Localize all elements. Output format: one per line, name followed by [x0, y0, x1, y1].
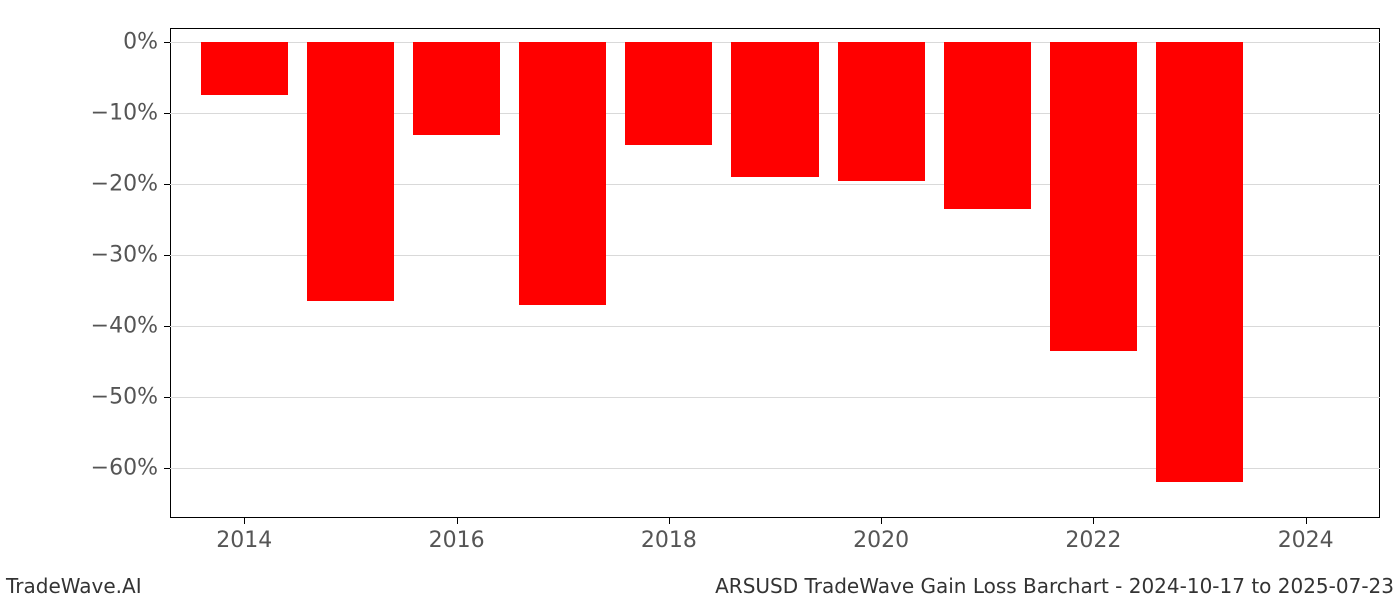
bar [413, 42, 500, 134]
ytick-label: −30% [91, 243, 170, 268]
footer-right-text: ARSUSD TradeWave Gain Loss Barchart - 20… [715, 574, 1394, 598]
ytick-label: −50% [91, 385, 170, 410]
plot-area: 0%−10%−20%−30%−40%−50%−60%20142016201820… [170, 28, 1380, 518]
ytick-label: −40% [91, 314, 170, 339]
xtick-label: 2020 [853, 518, 909, 553]
ytick-label: 0% [123, 30, 170, 55]
ytick-label: −10% [91, 101, 170, 126]
bar [1050, 42, 1137, 351]
ytick-label: −20% [91, 172, 170, 197]
figure: 0% −10% −20% −30% −40% −50% −60% 2014 2016 2018 20… [0, 0, 1400, 600]
xtick-label: 2016 [429, 518, 485, 553]
bar [519, 42, 606, 305]
xtick-label: 2022 [1065, 518, 1121, 553]
bar [201, 42, 288, 95]
footer-left-text: TradeWave.AI [6, 574, 142, 598]
xtick-label: 2018 [641, 518, 697, 553]
bar [944, 42, 1031, 209]
bar [731, 42, 818, 177]
xtick-label: 2024 [1278, 518, 1334, 553]
bar [307, 42, 394, 301]
spine-right [1379, 28, 1380, 518]
spine-left [170, 28, 171, 518]
spine-top [170, 28, 1380, 29]
spine-bottom [170, 517, 1380, 518]
bar [1156, 42, 1243, 482]
bar [625, 42, 712, 145]
xtick-label: 2014 [216, 518, 272, 553]
ytick-label: −60% [91, 456, 170, 481]
bar [838, 42, 925, 180]
